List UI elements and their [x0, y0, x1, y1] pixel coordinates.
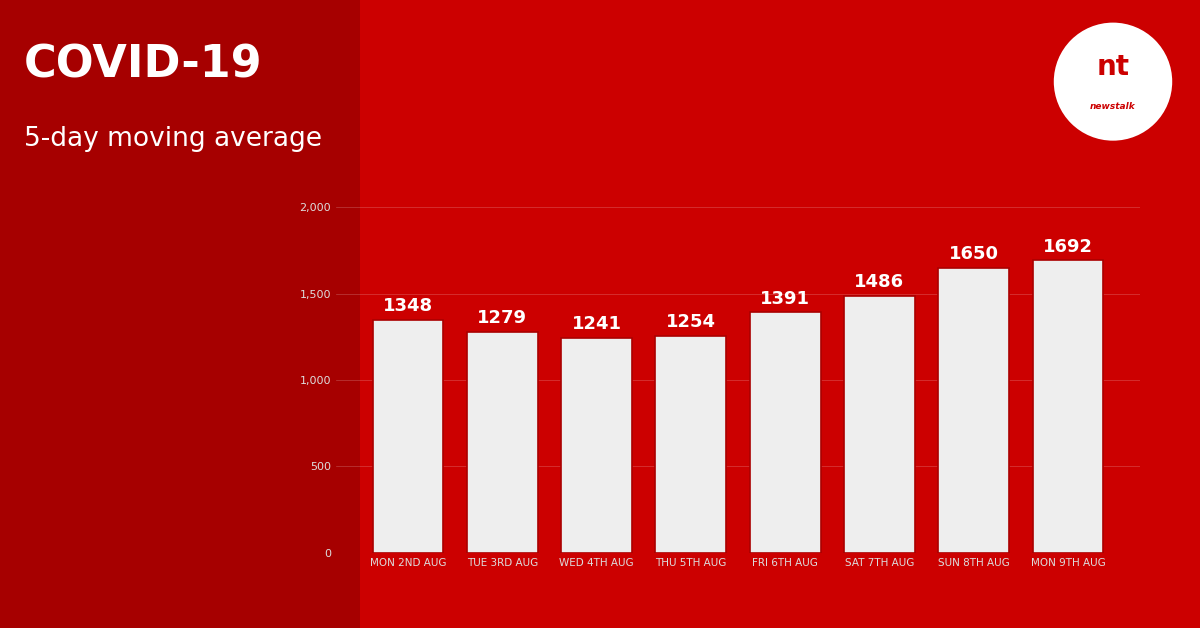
- Text: 1650: 1650: [949, 245, 998, 263]
- Circle shape: [1054, 23, 1172, 141]
- Bar: [938, 268, 1009, 553]
- Text: 1254: 1254: [666, 313, 716, 331]
- Bar: [1033, 261, 1104, 553]
- Bar: [750, 312, 821, 553]
- Text: 1348: 1348: [383, 297, 433, 315]
- Text: 1241: 1241: [571, 315, 622, 333]
- Text: 1391: 1391: [760, 290, 810, 308]
- Text: 5-day moving average: 5-day moving average: [24, 126, 322, 151]
- Text: newstalk: newstalk: [1090, 102, 1136, 111]
- Bar: [844, 296, 914, 553]
- Bar: [562, 338, 632, 553]
- Text: 1279: 1279: [478, 309, 527, 327]
- Bar: [372, 320, 443, 553]
- Bar: [467, 332, 538, 553]
- Text: 1692: 1692: [1043, 237, 1093, 256]
- Text: COVID-19: COVID-19: [24, 44, 263, 87]
- Bar: [655, 336, 726, 553]
- Text: nt: nt: [1097, 53, 1129, 80]
- Text: 1486: 1486: [854, 273, 905, 291]
